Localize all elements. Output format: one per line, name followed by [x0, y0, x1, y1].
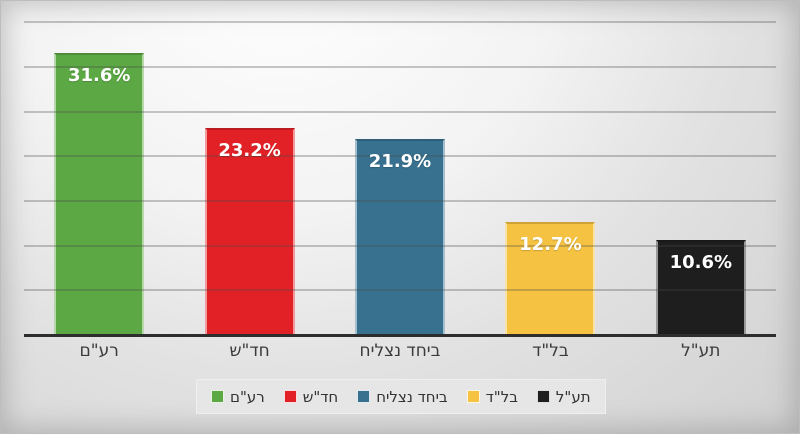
- legend-swatch-icon: [466, 390, 480, 403]
- x-axis-line: [24, 334, 776, 337]
- gridline: [24, 244, 776, 247]
- gridline: [24, 200, 776, 202]
- legend-item: תע"ל: [536, 387, 591, 406]
- legend-label: בל"ד: [485, 387, 518, 406]
- legend-swatch-icon: [536, 390, 550, 403]
- bar: [655, 240, 746, 335]
- legend-item: בל"ד: [466, 387, 518, 406]
- x-axis-category-label: תע"ל: [681, 341, 721, 361]
- legend-item: ביחד נצליח: [357, 387, 448, 406]
- legend-item: חד"ש: [283, 387, 339, 406]
- bar-value-label: 12.7%: [519, 233, 582, 255]
- legend-item: רע"ם: [211, 388, 265, 406]
- gridline: [24, 110, 776, 113]
- legend-label: רע"ם: [230, 387, 265, 406]
- legend-swatch-icon: [211, 390, 224, 403]
- bar-value-label: 21.9%: [368, 151, 432, 173]
- legend-label: ביחד נצליח: [376, 387, 448, 406]
- legend-swatch-icon: [283, 390, 297, 403]
- gridline: [24, 66, 776, 68]
- legend-label: חד"ש: [302, 387, 339, 406]
- legend-swatch-icon: [357, 390, 371, 403]
- bar: [204, 127, 295, 335]
- gridline: [24, 289, 776, 292]
- legend-label: תע"ל: [555, 387, 591, 406]
- plot-area: 31.6% 23.2% 21.9% 12.7% 10.6%: [24, 0, 776, 337]
- bar: [355, 139, 445, 335]
- x-axis-category-label: בל"ד: [532, 341, 569, 361]
- x-axis-category-label: חד"ש: [229, 341, 270, 361]
- bar-value-label: 10.6%: [669, 252, 733, 274]
- bar: [54, 52, 145, 335]
- gridline: [24, 155, 776, 158]
- x-axis-category-label: ביחד נצליח: [359, 341, 441, 361]
- bar-value-label: 31.6%: [67, 64, 131, 86]
- bar: [505, 221, 596, 335]
- legend: רע"ם חד"ש ביחד נצליח בל"ד תע"ל: [196, 379, 606, 414]
- bar-value-label: 23.2%: [218, 139, 281, 161]
- gridline: [24, 21, 776, 24]
- x-axis-category-label: רע"ם: [79, 341, 119, 361]
